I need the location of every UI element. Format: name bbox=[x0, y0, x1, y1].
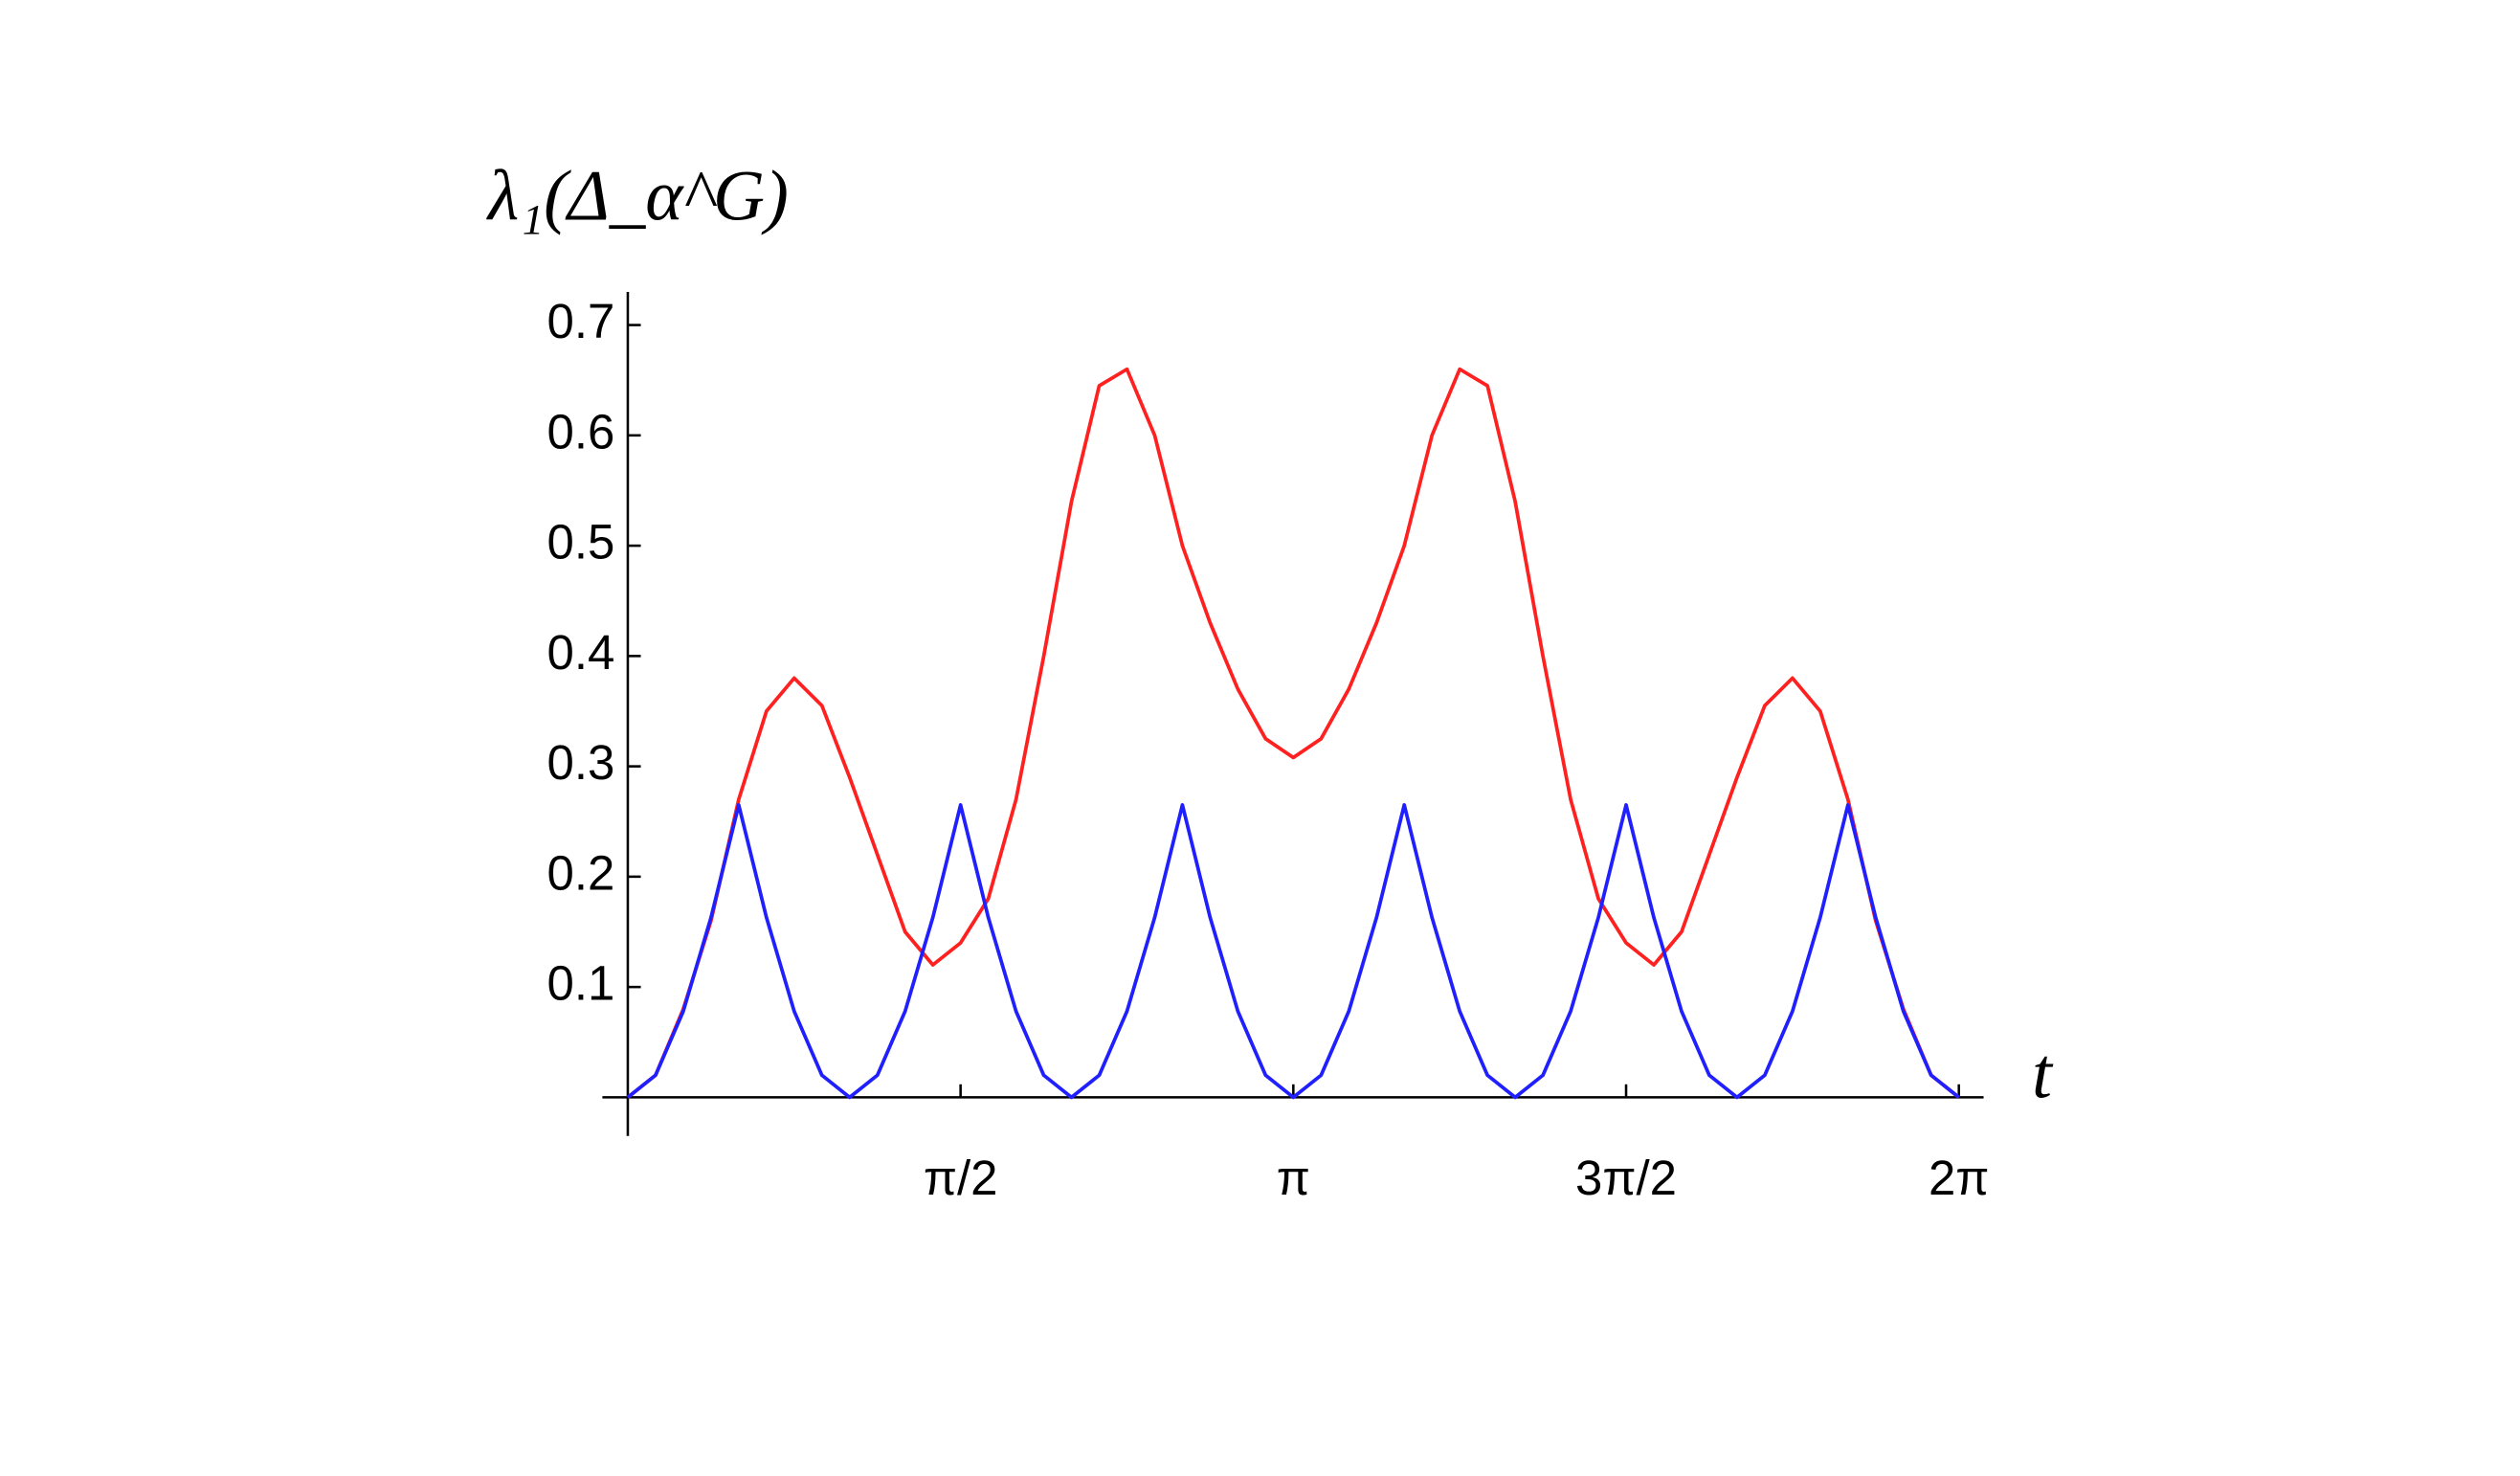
y-tick-label: 0.1 bbox=[547, 956, 615, 1011]
series-line bbox=[626, 803, 1960, 1100]
x-axis-label: t bbox=[2032, 1034, 2054, 1113]
y-tick-label: 0.2 bbox=[547, 845, 615, 900]
y-tick-label: 0.5 bbox=[547, 515, 615, 570]
x-tick-label: π/2 bbox=[924, 1151, 998, 1205]
x-tick-label: 2π bbox=[1929, 1151, 1989, 1205]
x-tick-label: 3π/2 bbox=[1575, 1151, 1677, 1205]
y-axis-label: λ₁(Δ_α^G) bbox=[486, 156, 789, 235]
y-tick-label: 0.3 bbox=[547, 735, 615, 790]
y-tick-label: 0.6 bbox=[547, 404, 615, 458]
y-tick-label: 0.7 bbox=[547, 294, 615, 348]
y-tick-label: 0.4 bbox=[547, 625, 615, 680]
series-line bbox=[626, 367, 1960, 1099]
x-tick-label: π bbox=[1277, 1151, 1310, 1205]
